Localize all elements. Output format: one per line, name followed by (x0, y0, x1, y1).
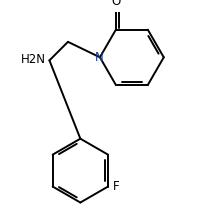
Text: O: O (111, 0, 121, 8)
Text: F: F (112, 180, 119, 193)
Text: N: N (95, 51, 103, 64)
Text: H2N: H2N (21, 53, 46, 66)
